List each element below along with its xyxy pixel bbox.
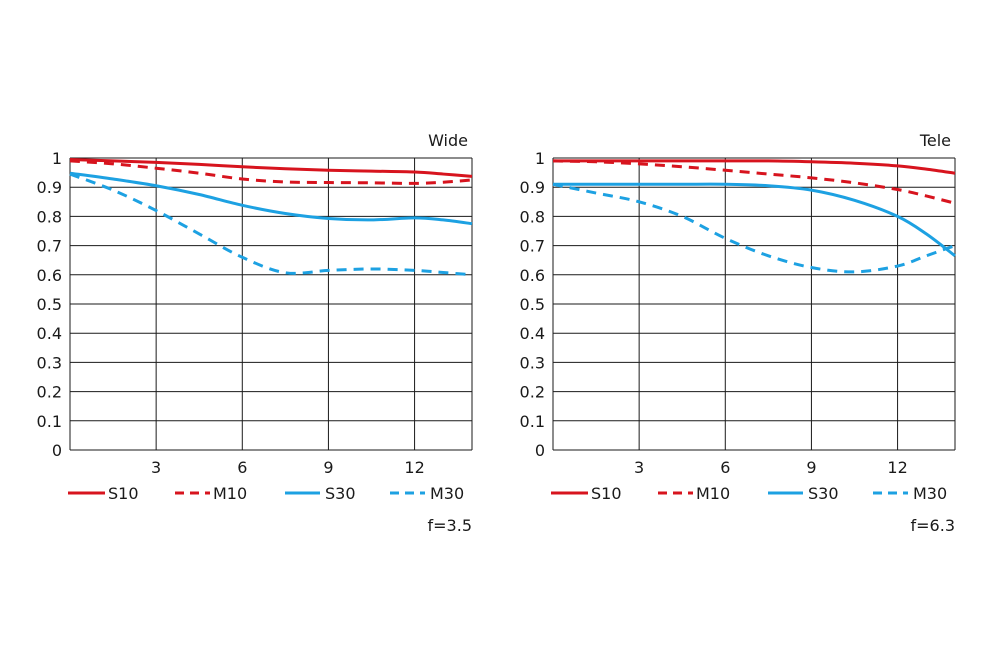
series-line-m30 [552, 182, 956, 274]
y-tick-label: 0.6 [37, 266, 62, 285]
legend-label-m10: M10 [696, 484, 730, 503]
series-line-m30 [69, 172, 473, 277]
series-line-m10 [69, 159, 473, 185]
series-line-s10 [69, 157, 473, 178]
chart-tele: 0 0.1 0.2 0.3 0.4 0.5 0.6 0.7 0.8 0.9 1 3 6 9 12 Tele f=… [520, 131, 956, 535]
y-tick-label: 0.2 [520, 383, 545, 402]
legend-label-m30: M30 [913, 484, 947, 503]
y-tick-label: 0.5 [520, 295, 545, 314]
legend-label-s10: S10 [591, 484, 622, 503]
aperture-label: f=3.5 [428, 516, 472, 535]
chart-title: Wide [428, 131, 468, 150]
x-tick-label: 6 [237, 458, 247, 477]
y-tick-label: 0.2 [37, 383, 62, 402]
x-tick-label: 9 [806, 458, 816, 477]
series-line-s30 [69, 171, 473, 226]
legend-label-s10: S10 [108, 484, 139, 503]
series-line-s10 [553, 159, 956, 175]
x-tick-label: 3 [151, 458, 161, 477]
y-tick-label: 0.4 [520, 324, 545, 343]
legend-label-m30: M30 [430, 484, 464, 503]
x-tick-label: 12 [887, 458, 907, 477]
y-tick-label: 0.8 [37, 207, 62, 226]
series-line-s30 [553, 182, 956, 258]
aperture-label: f=6.3 [911, 516, 955, 535]
y-tick-label: 0.7 [37, 237, 62, 256]
y-tick-label: 0.6 [520, 266, 545, 285]
x-tick-label: 6 [720, 458, 730, 477]
x-tick-label: 9 [323, 458, 333, 477]
y-tick-label: 0.4 [37, 324, 62, 343]
y-tick-label: 0 [535, 441, 545, 460]
y-tick-label: 1 [52, 149, 62, 168]
y-tick-label: 0 [52, 441, 62, 460]
y-tick-label: 0.5 [37, 295, 62, 314]
series-line-m10 [552, 159, 956, 205]
y-tick-label: 0.3 [37, 353, 62, 372]
legend-label-m10: M10 [213, 484, 247, 503]
x-tick-label: 3 [634, 458, 644, 477]
chart-wide: 0 0.1 0.2 0.3 0.4 0.5 0.6 0.7 0.8 0.9 1 3 6 9 12 Wide f=… [37, 131, 473, 535]
y-tick-label: 1 [535, 149, 545, 168]
legend-label-s30: S30 [325, 484, 356, 503]
legend-label-s30: S30 [808, 484, 839, 503]
y-tick-label: 0.9 [37, 178, 62, 197]
y-tick-label: 0.9 [520, 178, 545, 197]
x-tick-label: 12 [404, 458, 424, 477]
y-tick-label: 0.7 [520, 237, 545, 256]
chart-title: Tele [919, 131, 951, 150]
y-tick-label: 0.3 [520, 353, 545, 372]
y-tick-label: 0.1 [520, 412, 545, 431]
y-tick-label: 0.8 [520, 207, 545, 226]
y-tick-label: 0.1 [37, 412, 62, 431]
